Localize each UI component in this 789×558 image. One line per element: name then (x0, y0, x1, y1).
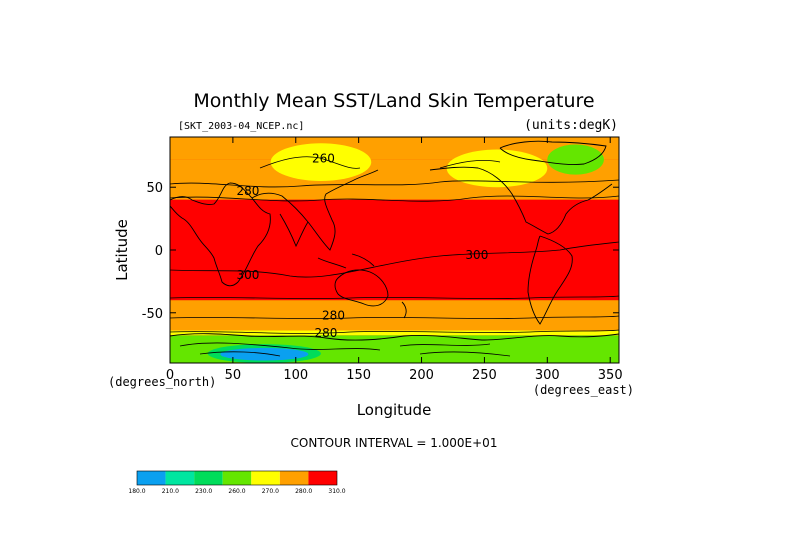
colorbar-label-6: 310.0 (328, 488, 345, 495)
coast-maritime (317, 253, 375, 269)
colorbar-label-1: 210.0 (162, 488, 179, 495)
temperature-region-2 (547, 144, 604, 175)
colorbar-swatch-3 (222, 471, 252, 485)
coast-africa-europe (169, 182, 271, 287)
colorbar-label-4: 270.0 (262, 488, 279, 495)
colorbar-swatch-5 (279, 471, 309, 485)
contour-labels: 260 280 300 300 280 280 (237, 151, 489, 340)
temperature-region-1 (446, 149, 548, 188)
temperature-region-0 (270, 143, 372, 181)
contour-antarctic-2 (199, 351, 511, 357)
contour-label-3: 300 (465, 248, 488, 262)
x-tick-label-6: 300 (535, 368, 560, 383)
contour-label-2: 300 (237, 268, 260, 282)
map-plot-area: 260 280 300 300 280 280 (169, 136, 620, 364)
coast-india (279, 213, 309, 248)
colorbar-label-0: 180.0 (128, 488, 145, 495)
x-tick-label-7: 350 (598, 368, 623, 383)
x-tick-label-3: 150 (346, 368, 371, 383)
contour-label-0: 260 (312, 151, 335, 165)
coast-asia (251, 169, 379, 251)
colorbar-swatch-1 (165, 471, 195, 485)
contour-interval: CONTOUR INTERVAL = 1.000E+01 (291, 436, 498, 450)
x-axis-label: Longitude (357, 401, 432, 419)
y-tick-label-0: 50 (146, 181, 163, 196)
coast-australia (334, 269, 389, 307)
coastlines (169, 140, 620, 341)
colorbar-label-2: 230.0 (195, 488, 212, 495)
x-axis-ticks: 0 50 100 150 200 250 300 350 (166, 137, 623, 383)
y-tick-label-1: 0 (155, 244, 163, 259)
contour-280-south (169, 315, 620, 319)
coast-new-zealand (401, 301, 407, 319)
colorbar: 180.0 210.0 230.0 260.0 270.0 280.0 310.0 (128, 470, 346, 495)
chart-title: Monthly Mean SST/Land Skin Temperature (193, 90, 594, 112)
y-axis-label: Latitude (113, 219, 131, 281)
x-tick-label-1: 50 (225, 368, 242, 383)
colorbar-swatch-2 (194, 471, 223, 485)
colorbar-swatch-4 (251, 471, 280, 485)
colorbar-swatch-6 (308, 471, 337, 485)
units-label: (units:degK) (524, 118, 618, 133)
contour-lines (169, 156, 620, 357)
contour-280-north (169, 179, 620, 188)
colorbar-label-3: 260.0 (228, 488, 245, 495)
y-axis-ticks: 50 0 -50 (142, 181, 619, 322)
x-tick-label-5: 250 (472, 368, 497, 383)
temperature-bands (170, 137, 619, 363)
temperature-region-4 (220, 347, 309, 361)
contour-300-north (169, 195, 620, 202)
coast-north-america (429, 166, 613, 235)
x-tick-label-2: 100 (283, 368, 308, 383)
y-axis-units: (degrees_north) (108, 375, 216, 389)
colorbar-label-5: 280.0 (295, 488, 312, 495)
contour-label-4: 280 (322, 308, 345, 322)
contour-260-north (259, 156, 501, 169)
temperature-band-4 (170, 330, 619, 336)
contour-label-5: 280 (315, 326, 338, 340)
x-axis-units: (degrees_east) (533, 383, 634, 397)
contour-260-south (169, 329, 620, 334)
contour-300-south (169, 295, 620, 299)
temperature-regions (207, 143, 604, 364)
contour-300-tropical (169, 241, 620, 278)
coast-antarctica (169, 333, 620, 341)
temperature-band-3 (170, 300, 619, 331)
y-tick-label-2: -50 (142, 307, 163, 322)
contour-label-1: 280 (237, 184, 260, 198)
x-tick-label-4: 200 (409, 368, 434, 383)
contour-antarctic-1 (179, 342, 491, 351)
colorbar-swatch-0 (137, 471, 166, 485)
temperature-band-2 (170, 199, 619, 301)
colorbar-frame (136, 470, 338, 486)
file-label: [SKT_2003-04_NCEP.nc] (178, 121, 304, 132)
coast-south-america (527, 235, 573, 325)
x-tick-label-0: 0 (166, 368, 174, 383)
